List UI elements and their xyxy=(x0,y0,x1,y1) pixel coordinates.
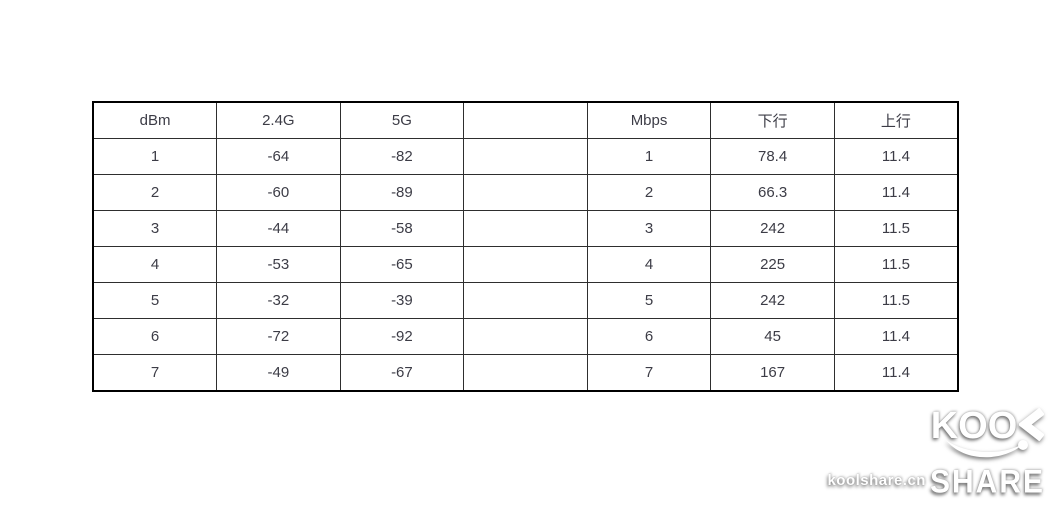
table-cell: 5 xyxy=(586,282,712,319)
table-row: 4 -53 -65 4 225 11.5 xyxy=(92,246,959,283)
table-cell: 11.5 xyxy=(833,246,959,283)
table-cell: 66.3 xyxy=(710,174,835,211)
table-row: 2 -60 -89 2 66.3 11.4 xyxy=(92,174,959,211)
table-cell: -89 xyxy=(339,174,465,211)
table-cell: 2 xyxy=(92,174,218,211)
table-body: 1 -64 -82 1 78.4 11.4 2 -60 -89 2 66.3 11.4 3 -44 -58 3… xyxy=(92,138,959,392)
table-cell: 4 xyxy=(92,246,218,283)
table-cell: -39 xyxy=(339,282,465,319)
table-cell: -64 xyxy=(216,138,341,175)
table-cell: 5 xyxy=(92,282,218,319)
table-cell: 6 xyxy=(586,318,712,355)
table-cell xyxy=(463,282,588,319)
table-cell: 242 xyxy=(710,210,835,247)
table-cell: -92 xyxy=(339,318,465,355)
watermark-site-text: koolshare.cn xyxy=(827,472,926,489)
table-cell xyxy=(463,246,588,283)
table-cell: 7 xyxy=(92,354,218,392)
table-cell xyxy=(463,138,588,175)
table-cell: 11.4 xyxy=(833,354,959,392)
column-header: 下行 xyxy=(710,101,835,139)
table-row: 6 -72 -92 6 45 11.4 xyxy=(92,318,959,355)
table-cell: -65 xyxy=(339,246,465,283)
table-cell: -53 xyxy=(216,246,341,283)
table-cell: 11.4 xyxy=(833,174,959,211)
column-header: dBm xyxy=(92,101,218,139)
table-row: 5 -32 -39 5 242 11.5 xyxy=(92,282,959,319)
table-cell: 3 xyxy=(586,210,712,247)
table-header-row: dBm 2.4G 5G Mbps 下行 上行 xyxy=(92,101,959,139)
table-header: dBm 2.4G 5G Mbps 下行 上行 xyxy=(92,101,959,139)
smile-icon xyxy=(944,438,1030,471)
table-cell: 11.4 xyxy=(833,318,959,355)
table-row: 1 -64 -82 1 78.4 11.4 xyxy=(92,138,959,175)
koolshare-logo: KOO SHARE xyxy=(929,405,1045,501)
table-cell: 1 xyxy=(92,138,218,175)
table-cell: -67 xyxy=(339,354,465,392)
table-cell xyxy=(463,354,588,392)
stylized-l-icon xyxy=(1017,407,1045,445)
logo-kool-text: KOO xyxy=(930,405,1018,448)
table-cell: 11.5 xyxy=(833,210,959,247)
table-cell xyxy=(463,210,588,247)
column-header: 5G xyxy=(339,101,465,139)
column-header: 2.4G xyxy=(216,101,341,139)
table-row: 7 -49 -67 7 167 11.4 xyxy=(92,354,959,392)
column-header: 上行 xyxy=(833,101,959,139)
table-cell: 11.4 xyxy=(833,138,959,175)
table-cell: -72 xyxy=(216,318,341,355)
table-cell: 4 xyxy=(586,246,712,283)
table-cell: -58 xyxy=(339,210,465,247)
table-cell: -49 xyxy=(216,354,341,392)
logo-share-text: SHARE xyxy=(929,464,1045,501)
koolshare-watermark: koolshare.cn KOO SHARE xyxy=(827,405,1045,501)
measurement-table: dBm 2.4G 5G Mbps 下行 上行 1 -64 -82 1 78.4 11.4 2 -60 -8… xyxy=(92,101,959,392)
column-header: Mbps xyxy=(586,101,712,139)
table-cell: 3 xyxy=(92,210,218,247)
table-cell: -82 xyxy=(339,138,465,175)
table-cell: 6 xyxy=(92,318,218,355)
table-cell xyxy=(463,318,588,355)
logo-kool-line: KOO xyxy=(930,405,1045,448)
table-row: 3 -44 -58 3 242 11.5 xyxy=(92,210,959,247)
table-cell: 225 xyxy=(710,246,835,283)
table-cell: -44 xyxy=(216,210,341,247)
table-cell: 78.4 xyxy=(710,138,835,175)
table-cell: 7 xyxy=(586,354,712,392)
table-cell: 45 xyxy=(710,318,835,355)
table-cell: 11.5 xyxy=(833,282,959,319)
table-cell: 167 xyxy=(710,354,835,392)
table-cell: -32 xyxy=(216,282,341,319)
table-cell: 242 xyxy=(710,282,835,319)
column-header xyxy=(463,101,588,139)
table-cell xyxy=(463,174,588,211)
table-cell: -60 xyxy=(216,174,341,211)
table-cell: 2 xyxy=(586,174,712,211)
table-cell: 1 xyxy=(586,138,712,175)
